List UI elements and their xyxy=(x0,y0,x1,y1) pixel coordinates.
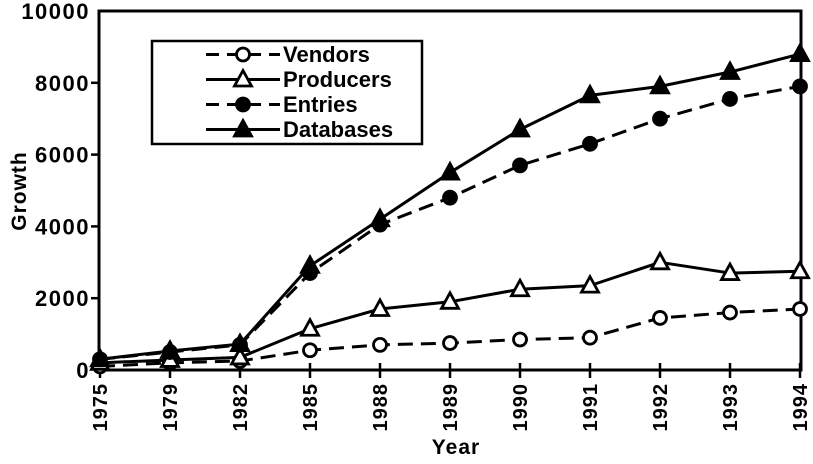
legend-label-entries: Entries xyxy=(283,92,358,117)
series-producers-open-triangle-marker xyxy=(719,261,741,281)
y-tick-label: 0 xyxy=(76,358,90,383)
x-tick-label: 1985 xyxy=(300,383,322,432)
x-tick-label: 1988 xyxy=(370,383,392,432)
x-tick-label: 1982 xyxy=(230,383,252,432)
legend-label-producers: Producers xyxy=(283,67,392,92)
legend-label-databases: Databases xyxy=(283,117,393,142)
series-producers-open-triangle-marker xyxy=(299,316,321,337)
y-tick-label: 8000 xyxy=(35,71,90,96)
series-databases-filled-triangle-marker xyxy=(439,160,461,181)
series-entries-filled-circle-marker xyxy=(442,189,458,206)
legend-entries-filled-circle-marker xyxy=(235,96,251,113)
x-tick-label: 1979 xyxy=(160,383,182,432)
legend-label-vendors: Vendors xyxy=(283,42,370,67)
x-axis-title: Year xyxy=(431,436,481,459)
series-producers-open-triangle-marker xyxy=(579,273,601,294)
x-tick-label: 1993 xyxy=(720,383,742,432)
series-vendors-open-circle-marker xyxy=(372,336,388,353)
series-databases-filled-triangle-marker xyxy=(229,332,251,353)
series-vendors-open-circle-marker xyxy=(512,331,528,348)
series-vendors-open-circle-marker xyxy=(582,329,598,346)
series-entries-filled-circle-marker xyxy=(792,78,808,95)
series-producers-open-triangle-marker xyxy=(229,345,251,366)
series-databases-filled-triangle-marker xyxy=(369,207,391,228)
x-tick-label: 1990 xyxy=(510,383,532,432)
series-databases-filled-triangle-marker xyxy=(299,253,321,274)
series-entries-filled-circle-marker xyxy=(722,91,738,107)
series-producers-open-triangle-marker xyxy=(509,277,531,298)
series-entries-filled-circle-marker xyxy=(582,135,598,152)
legend-producers-open-triangle-marker xyxy=(232,67,254,88)
y-tick-label: 10000 xyxy=(21,0,90,24)
legend-databases-filled-triangle-marker xyxy=(232,117,254,138)
series-databases-filled-triangle-marker xyxy=(159,339,181,359)
x-tick-label: 1975 xyxy=(90,383,112,432)
series-vendors-open-circle-marker xyxy=(442,335,458,351)
series-databases-filled-triangle-marker xyxy=(579,83,601,104)
legend-box xyxy=(150,39,424,146)
y-tick-label: 4000 xyxy=(35,214,90,239)
y-axis-title: Growth xyxy=(8,151,31,231)
x-tick-label: 1989 xyxy=(440,383,462,432)
series-vendors-open-circle-marker xyxy=(722,304,738,321)
y-tick-label: 2000 xyxy=(35,286,90,311)
series-producers-open-triangle-marker xyxy=(369,297,391,317)
series-producers-open-triangle-marker xyxy=(439,289,461,310)
series-vendors-open-circle-marker xyxy=(652,310,668,326)
series-entries-filled-circle-marker xyxy=(512,157,528,174)
series-databases-filled-triangle-marker xyxy=(509,117,531,138)
series-vendors-open-circle-marker xyxy=(792,301,808,317)
x-tick-label: 1994 xyxy=(790,383,812,432)
series-databases-filled-triangle-marker xyxy=(789,42,811,62)
x-tick-label: 1991 xyxy=(580,383,602,432)
series-producers-open-triangle-marker xyxy=(789,259,811,280)
series-producers-open-triangle-marker xyxy=(649,250,671,271)
x-tick-label: 1992 xyxy=(650,383,672,432)
series-entries-filled-circle-marker xyxy=(652,110,668,127)
series-databases-filled-triangle-marker xyxy=(89,347,111,368)
y-tick-label: 6000 xyxy=(35,143,90,168)
series-databases-filled-triangle-marker xyxy=(649,74,671,95)
legend-vendors-open-circle-marker xyxy=(235,46,251,63)
series-vendors-open-circle-marker xyxy=(302,342,318,359)
series-databases-filled-triangle-marker xyxy=(719,60,741,80)
